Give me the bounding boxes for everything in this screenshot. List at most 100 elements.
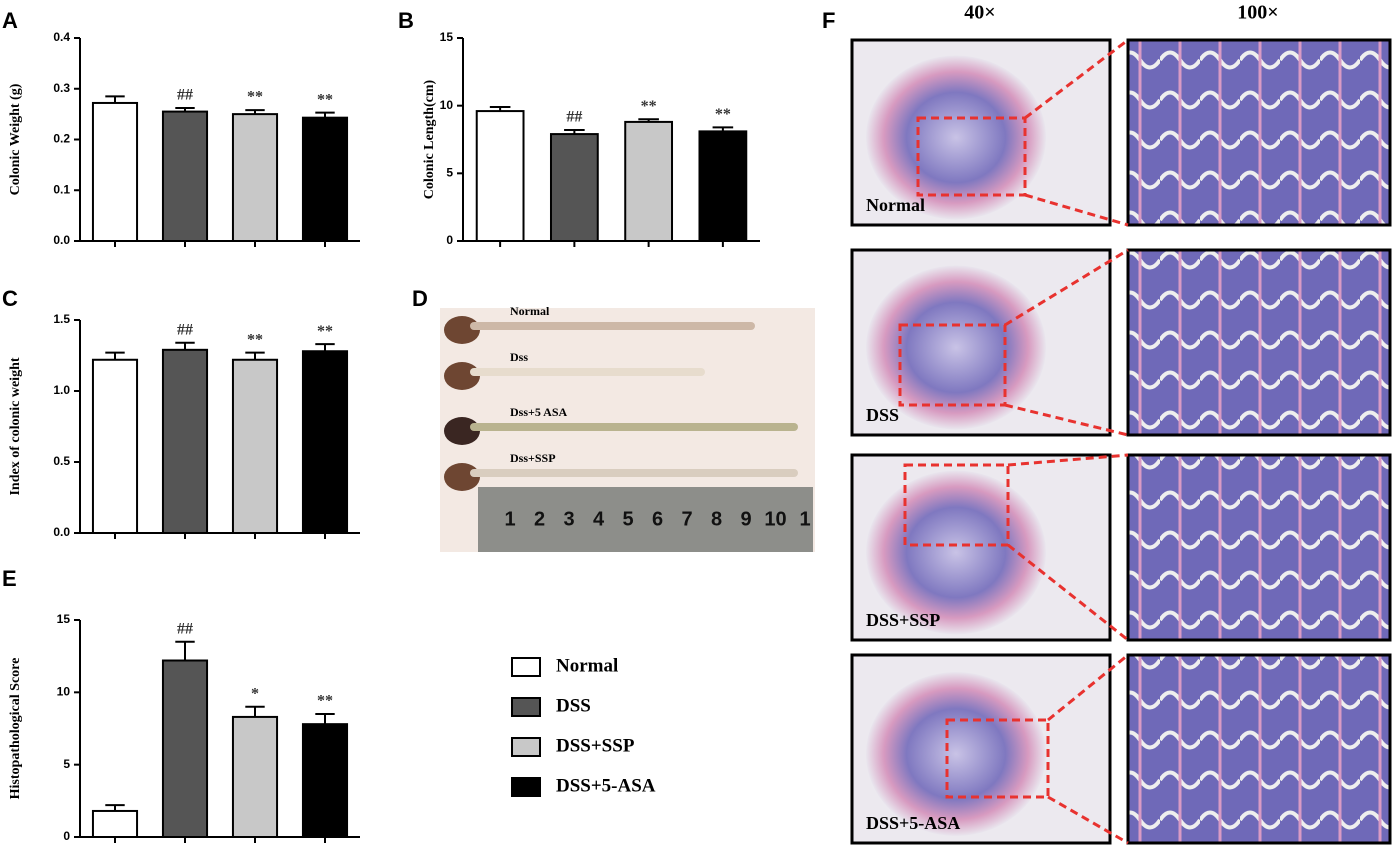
colon-body [470,368,705,376]
significance: ## [177,87,193,104]
bar [231,113,279,242]
y-tick-label: 5 [446,166,453,180]
bar [549,133,599,242]
sample-label: Dss+SSP [510,451,556,465]
ruler-number: 6 [652,508,663,530]
y-tick-label: 0.5 [53,454,70,468]
bar [91,358,139,535]
panel-letter: D [412,286,428,311]
legend-swatch [511,657,541,677]
zoom-line [1004,403,1129,437]
y-tick-label: 0.2 [53,132,70,146]
colon-body [470,322,755,330]
y-tick-label: 0.0 [53,233,70,247]
panel-letter: C [2,286,18,311]
tissue-section [866,672,1046,836]
row-label: DSS+SSP [866,610,940,630]
panel-letter: A [2,8,18,33]
colon-body [470,469,798,477]
significance: ** [715,106,731,123]
row-label: Normal [866,195,925,215]
y-axis-label: Histopathological Score [8,658,23,800]
ruler-number: 7 [681,508,692,530]
bar [91,809,139,839]
tissue-section [866,55,1046,220]
image-100x [1126,453,1392,642]
legend-swatch [511,737,541,757]
significance: ** [317,693,333,710]
bar [301,350,349,534]
bar [301,723,349,838]
bar [91,101,139,242]
zoom-line [1004,248,1129,327]
sample-label: Dss+5 ASA [510,405,568,419]
legend-label: DSS+5-ASA [556,775,656,796]
y-axis-label: Colonic Weight (g) [8,83,23,195]
significance: * [251,685,259,702]
zoom-box [916,116,1027,197]
image-100x [1126,38,1392,227]
ruler [478,487,813,552]
bar [301,116,349,242]
column-label: 40× [964,2,995,24]
legend-label: Normal [556,655,618,676]
y-tick-label: 0 [446,233,453,247]
image-100x [1126,248,1392,437]
colon-head [444,316,480,344]
y-tick-label: 0.4 [53,30,70,44]
row-label: DSS+5-ASA [866,813,960,833]
panel-letter: F [822,8,835,33]
zoom-box [903,463,1010,547]
zoom-line [1024,38,1129,120]
significance: ** [641,98,657,115]
y-tick-label: 0.1 [53,182,70,196]
y-tick-label: 5 [63,757,70,771]
panel-letter: B [398,8,414,33]
y-tick-label: 10 [57,685,71,699]
bar [161,110,209,243]
bar [161,348,209,534]
bar [475,110,525,242]
sample-label: Normal [510,304,550,318]
significance: ## [177,321,193,338]
zoom-line [1024,193,1129,227]
image-100x [1126,653,1392,845]
legend-label: DSS [556,695,591,716]
y-tick-label: 1.5 [53,312,70,326]
colon-head [444,463,480,491]
y-tick-label: 15 [57,612,71,626]
y-tick-label: 0.3 [53,81,70,95]
significance: ## [177,620,193,637]
y-axis-label: Index of colonic weight [8,357,23,495]
y-axis-label: Colonic Length(cm) [422,79,437,199]
zoom-line [1047,795,1129,845]
bar [624,120,674,242]
significance: ** [247,89,263,106]
column-label: 100× [1237,2,1278,24]
ruler-number: 10 [764,508,786,530]
row-label: DSS [866,405,899,425]
zoom-line [1047,653,1129,722]
panel-letter: E [2,566,17,591]
bar [231,358,279,535]
colon-body [470,423,798,431]
ruler-number: 3 [563,508,574,530]
bar [231,715,279,839]
y-tick-label: 10 [440,98,454,112]
ruler-number: 2 [534,508,545,530]
ruler-number: 5 [622,508,633,530]
y-tick-label: 15 [440,30,454,44]
tissue-section [866,470,1046,635]
ruler-number: 1 [504,508,515,530]
ruler-number: 9 [740,508,751,530]
tissue-section [866,265,1046,430]
sample-label: Dss [510,350,528,364]
legend-label: DSS+SSP [556,735,635,756]
colon-head [444,362,480,390]
significance: ** [317,91,333,108]
significance: ** [247,331,263,348]
bar [698,130,748,243]
bar [161,659,209,838]
